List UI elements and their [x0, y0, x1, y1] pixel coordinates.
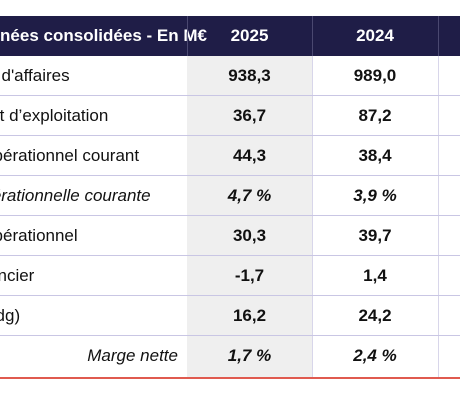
- table-row: Marge opérationnelle courante 4,7 % 3,9 …: [0, 176, 460, 216]
- header-year-2024: 2024: [356, 26, 394, 45]
- value-2024: 3,9 %: [353, 186, 397, 205]
- row-label: Résultat financier: [0, 266, 35, 285]
- value-2025: -1,7: [234, 266, 265, 285]
- row-label: Chiffre d'affaires: [0, 66, 70, 85]
- table-row: Résultat financier -1,7 1,4: [0, 256, 460, 296]
- table-row: Marge nette 1,7 % 2,4 %: [0, 336, 460, 376]
- column-divider: [312, 56, 313, 378]
- value-2025: 938,3: [228, 66, 271, 85]
- value-2025: 4,7 %: [227, 186, 272, 205]
- header-year-2025: 2025: [230, 26, 269, 45]
- header-label: Données consolidées - En M€: [0, 26, 207, 45]
- table-row: Résultat opérationnel courant 44,3 38,4: [0, 136, 460, 176]
- shaded-2025-column: [187, 56, 312, 378]
- row-label: Marge nette: [87, 346, 178, 365]
- row-label: Marge opérationnelle courante: [0, 186, 151, 205]
- header-divider: [438, 16, 439, 56]
- table-header-row: Données consolidées - En M€ 2025 2024: [0, 16, 460, 56]
- value-2024: 989,0: [353, 66, 397, 85]
- row-label: Résultat opérationnel: [0, 226, 78, 245]
- value-2025: 36,7: [232, 106, 267, 125]
- row-label: Résultat opérationnel courant: [0, 146, 140, 165]
- row-label: Résultat d’exploitation: [0, 106, 109, 125]
- value-2024: 2,4 %: [353, 346, 397, 365]
- value-2025: 30,3: [232, 226, 267, 245]
- table-row: Chiffre d'affaires 938,3 989,0: [0, 56, 460, 96]
- value-2025: 1,7 %: [227, 346, 272, 365]
- value-2025: 16,2: [232, 306, 267, 325]
- value-2024: 87,2: [358, 106, 392, 125]
- header-divider: [312, 16, 313, 56]
- table-row: Résultat net (pdg) 16,2 24,2: [0, 296, 460, 336]
- value-2024: 1,4: [363, 266, 387, 285]
- row-label: Résultat net (pdg): [0, 306, 21, 325]
- table-row: Résultat opérationnel 30,3 39,7: [0, 216, 460, 256]
- value-2024: 24,2: [358, 306, 392, 325]
- header-divider: [187, 16, 188, 56]
- table-row: Résultat d’exploitation 36,7 87,2: [0, 96, 460, 136]
- column-divider: [438, 56, 439, 378]
- value-2024: 38,4: [358, 146, 392, 165]
- table-bottom-rule: [0, 377, 460, 379]
- value-2024: 39,7: [358, 226, 392, 245]
- value-2025: 44,3: [232, 146, 267, 165]
